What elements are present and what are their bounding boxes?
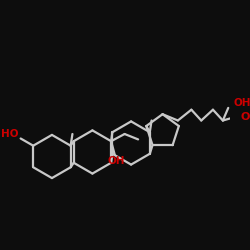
Text: O: O bbox=[241, 112, 250, 122]
Text: OH: OH bbox=[234, 98, 250, 108]
Text: OH: OH bbox=[108, 156, 125, 166]
Text: HO: HO bbox=[1, 129, 19, 139]
